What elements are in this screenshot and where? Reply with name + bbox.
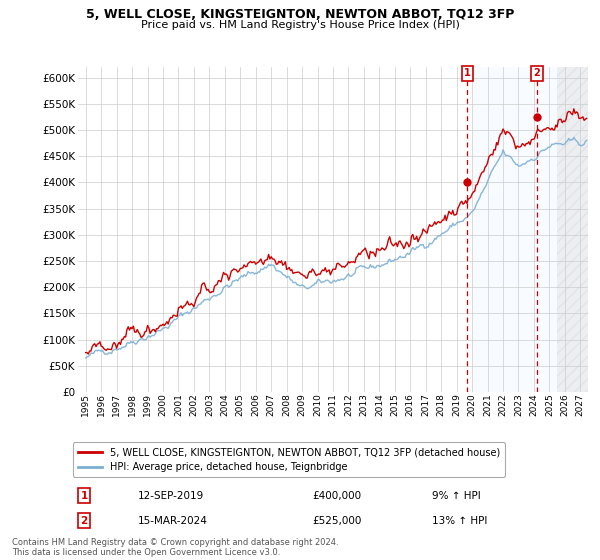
Text: 1: 1 xyxy=(464,68,471,78)
Text: 9% ↑ HPI: 9% ↑ HPI xyxy=(432,491,481,501)
Text: 15-MAR-2024: 15-MAR-2024 xyxy=(138,516,208,526)
Text: 2: 2 xyxy=(80,516,88,526)
Text: 12-SEP-2019: 12-SEP-2019 xyxy=(138,491,204,501)
Text: £400,000: £400,000 xyxy=(312,491,361,501)
Text: 5, WELL CLOSE, KINGSTEIGNTON, NEWTON ABBOT, TQ12 3FP: 5, WELL CLOSE, KINGSTEIGNTON, NEWTON ABB… xyxy=(86,8,514,21)
Text: Contains HM Land Registry data © Crown copyright and database right 2024.
This d: Contains HM Land Registry data © Crown c… xyxy=(12,538,338,557)
Text: Price paid vs. HM Land Registry's House Price Index (HPI): Price paid vs. HM Land Registry's House … xyxy=(140,20,460,30)
Bar xyxy=(557,67,588,392)
Text: 13% ↑ HPI: 13% ↑ HPI xyxy=(432,516,487,526)
Text: £525,000: £525,000 xyxy=(312,516,361,526)
Legend: 5, WELL CLOSE, KINGSTEIGNTON, NEWTON ABBOT, TQ12 3FP (detached house), HPI: Aver: 5, WELL CLOSE, KINGSTEIGNTON, NEWTON ABB… xyxy=(73,442,505,477)
Bar xyxy=(472,67,588,392)
Text: 1: 1 xyxy=(80,491,88,501)
Text: 2: 2 xyxy=(533,68,541,78)
